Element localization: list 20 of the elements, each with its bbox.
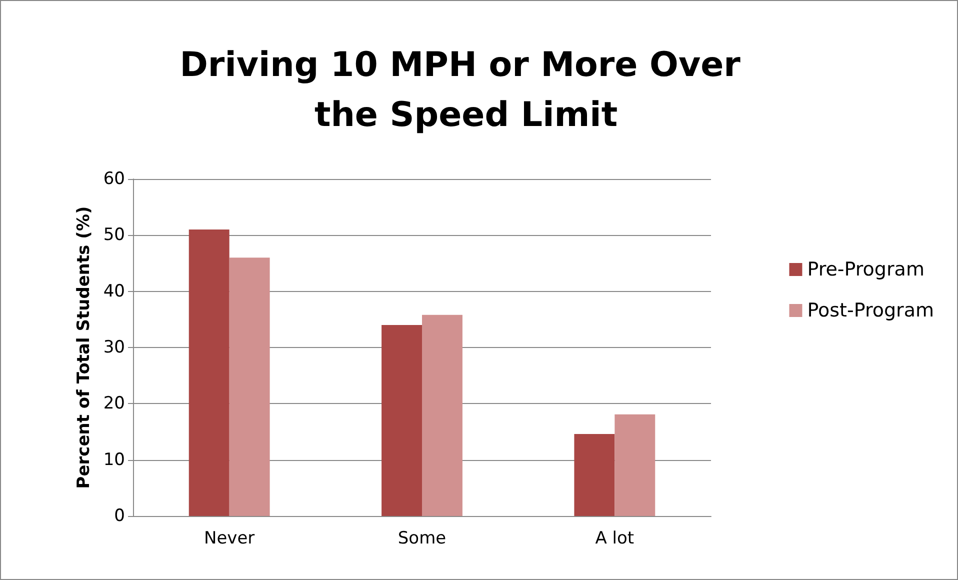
bar (382, 325, 422, 516)
x-tick-label: Some (398, 528, 446, 548)
bar (229, 258, 270, 516)
y-tick-label: 0 (114, 506, 125, 526)
y-tick-label: 60 (103, 169, 125, 189)
legend-label: Post-Program (807, 300, 934, 322)
y-axis-title: Percent of Total Students (%) (74, 206, 94, 489)
y-tick-label: 20 (103, 394, 125, 414)
bar (614, 414, 656, 516)
y-tick-label: 10 (103, 450, 125, 470)
y-tick-label: 30 (103, 338, 125, 358)
y-tick-label: 40 (103, 281, 125, 302)
x-tick-label: A lot (595, 528, 634, 548)
x-tick-label: Never (204, 528, 255, 548)
y-tick-label: 50 (103, 225, 125, 246)
bar (574, 434, 615, 516)
bar (188, 230, 230, 516)
legend-label: Pre-Program (807, 258, 924, 280)
bar (422, 314, 462, 516)
chart-title: Driving 10 MPH or More Over the Speed Limit (180, 45, 752, 135)
